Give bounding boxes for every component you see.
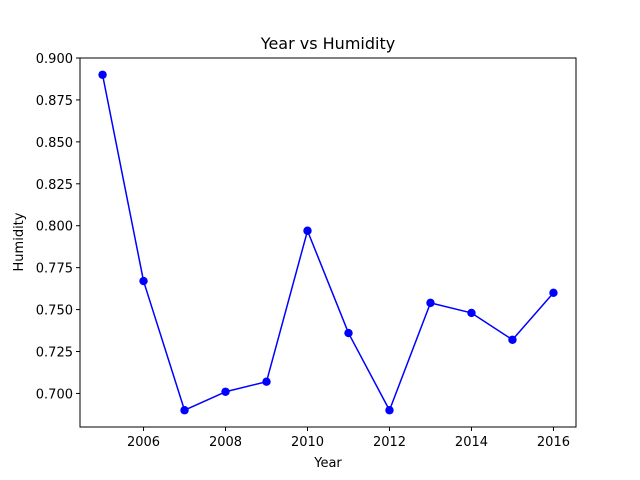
data-point: [344, 328, 353, 338]
axis-ticks: 2006 2008 2010 2012 2014 2016 0.700 0.725 0.750 0…: [36, 52, 570, 450]
x-tick-label: 2016: [537, 435, 570, 450]
x-tick-label: 2006: [127, 435, 160, 450]
x-tick-label: 2010: [291, 435, 324, 450]
y-tick-label: 0.825: [36, 178, 73, 193]
data-point: [385, 406, 394, 415]
data-point: [139, 276, 148, 286]
data-point: [467, 308, 476, 318]
data-point: [549, 288, 558, 298]
data-point: [426, 298, 435, 308]
x-axis-label: Year: [313, 456, 342, 471]
x-tick-label: 2014: [455, 435, 488, 450]
y-tick-label: 0.700: [36, 387, 73, 402]
chart-title: Year vs Humidity: [260, 34, 395, 53]
data-point: [221, 387, 230, 396]
y-tick-label: 0.775: [36, 262, 73, 277]
y-tick-label: 0.850: [36, 136, 73, 151]
data-point: [98, 70, 107, 79]
y-tick-label: 0.750: [36, 304, 73, 319]
y-tick-label: 0.900: [36, 52, 73, 67]
x-tick-label: 2008: [209, 435, 242, 450]
data-point: [180, 406, 189, 415]
plot-area: [98, 70, 558, 415]
series-line: [101, 74, 555, 411]
y-tick-label: 0.725: [36, 346, 73, 361]
y-tick-label: 0.800: [36, 220, 73, 235]
data-point: [303, 226, 312, 235]
y-tick-label: 0.875: [36, 94, 73, 109]
data-point: [508, 335, 517, 344]
data-point: [262, 377, 271, 386]
plot-frame: [79, 57, 577, 428]
y-axis-label: Humidity: [12, 212, 27, 271]
x-tick-label: 2012: [373, 435, 406, 450]
